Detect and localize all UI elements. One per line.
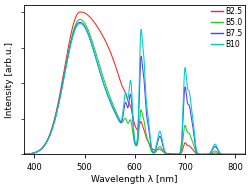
B5.0 [116,113,118,115]
B10 [118,118,120,120]
B2.5 [183,142,186,144]
B7.5 [128,99,131,101]
B7.5 [78,21,82,23]
Line: B7.5: B7.5 [24,22,245,154]
X-axis label: Wavelength λ [nm]: Wavelength λ [nm] [92,175,178,184]
B5.0 [128,120,131,122]
Y-axis label: Intensity [arb.u.]: Intensity [arb.u.] [5,42,14,118]
B2.5 [118,75,120,78]
B2.5 [226,153,229,156]
B7.5 [226,153,229,156]
B5.0 [118,117,120,119]
B5.0 [23,153,26,155]
B2.5 [80,11,82,13]
B10 [244,153,247,156]
B2.5 [244,153,247,156]
B2.5 [237,153,240,156]
B2.5 [128,103,131,105]
B10 [226,153,229,156]
B7.5 [244,153,247,156]
Line: B5.0: B5.0 [24,19,245,154]
B7.5 [118,119,120,122]
B5.0 [237,153,240,156]
B10 [183,68,186,70]
B10 [23,153,26,155]
B5.0 [244,153,247,156]
Line: B2.5: B2.5 [24,12,245,154]
B10 [128,88,131,90]
B7.5 [116,116,118,118]
B7.5 [237,153,240,156]
B2.5 [23,153,26,155]
B10 [116,115,118,117]
B5.0 [78,18,82,21]
B7.5 [23,153,26,155]
B10 [78,22,82,25]
B2.5 [116,70,118,72]
B7.5 [183,87,186,89]
Legend: B2.5, B5.0, B7.5, B10: B2.5, B5.0, B7.5, B10 [210,6,244,50]
B5.0 [226,153,229,156]
B10 [237,153,240,156]
Line: B10: B10 [24,24,245,154]
B5.0 [183,125,186,127]
